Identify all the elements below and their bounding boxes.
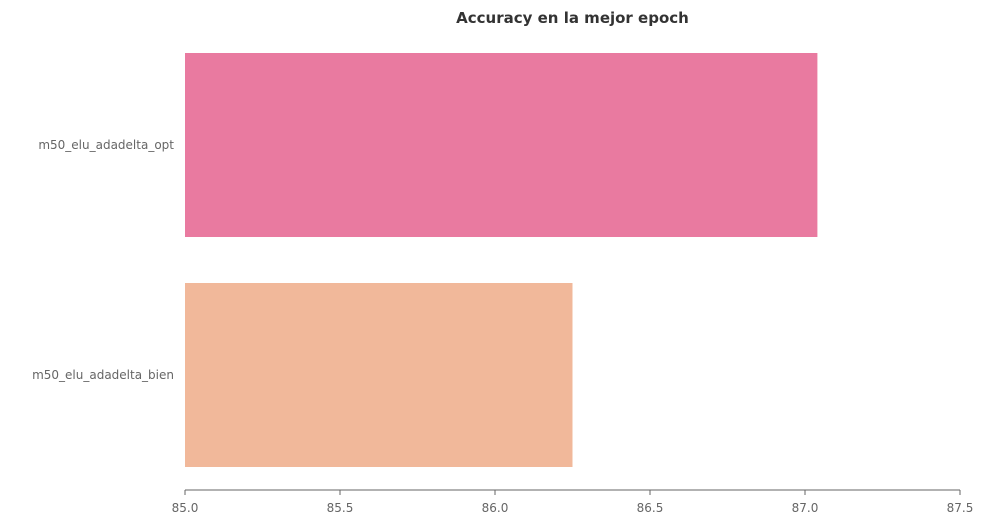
x-tick-label-87.5: 87.5 bbox=[947, 501, 974, 515]
bar-m50_elu_adadelta_opt bbox=[185, 53, 818, 237]
x-tick-label-87.0: 87.0 bbox=[792, 501, 819, 515]
bars-group bbox=[185, 53, 818, 467]
x-tick-label-86.0: 86.0 bbox=[482, 501, 509, 515]
bar-m50_elu_adadelta_bien bbox=[185, 283, 573, 467]
category-labels: m50_elu_adadelta_opt m50_elu_adadelta_bie… bbox=[32, 138, 174, 382]
category-label-m50_elu_adadelta_opt: m50_elu_adadelta_opt bbox=[38, 138, 174, 152]
category-label-m50_elu_adadelta_bien: m50_elu_adadelta_bien bbox=[32, 368, 174, 382]
chart-title: Accuracy en la mejor epoch bbox=[456, 9, 689, 27]
x-tick-label-85.0: 85.0 bbox=[172, 501, 199, 515]
x-tick-label-85.5: 85.5 bbox=[327, 501, 354, 515]
x-tick-label-86.5: 86.5 bbox=[637, 501, 664, 515]
x-axis-ticks: 85.0 85.5 86.0 86.5 87.0 87.5 bbox=[172, 490, 974, 515]
